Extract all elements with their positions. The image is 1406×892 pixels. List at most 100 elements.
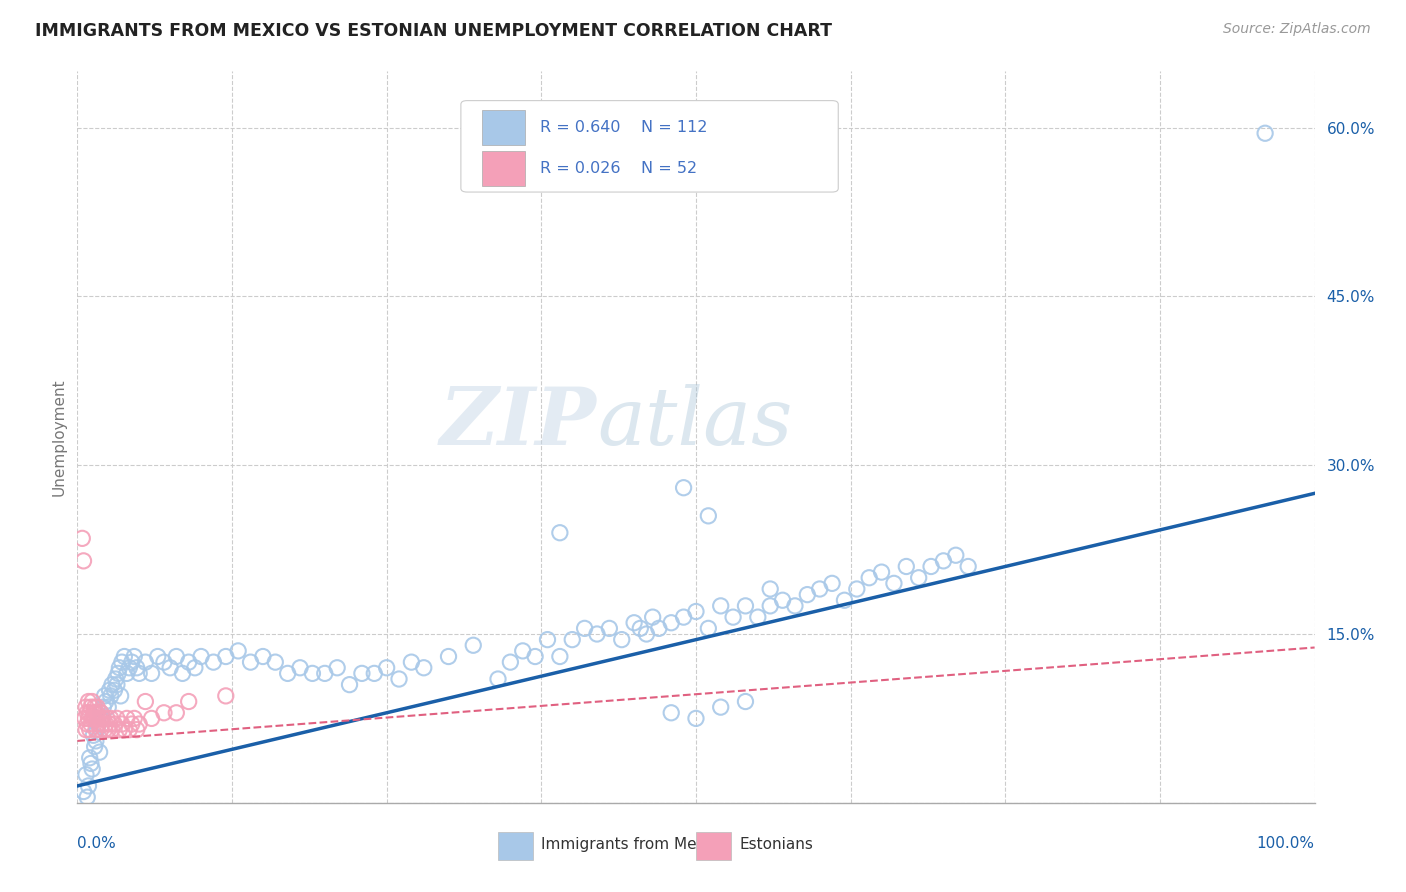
Point (172, 666, 194, 681)
Point (548, 525, 571, 540)
Point (93, 689, 115, 703)
Point (101, 723, 124, 737)
Point (98, 683, 121, 698)
Point (759, 599, 782, 613)
Point (796, 588, 818, 602)
Point (83, 700, 105, 714)
Point (165, 649, 187, 664)
Point (685, 605, 707, 619)
Point (808, 582, 831, 596)
Point (648, 621, 671, 635)
Point (87, 717, 110, 731)
Point (80, 756, 103, 771)
Point (437, 649, 460, 664)
Point (747, 610, 769, 624)
Point (697, 508, 720, 523)
Point (141, 711, 163, 725)
Point (97, 723, 120, 737)
Point (153, 706, 176, 720)
Point (524, 649, 547, 664)
Point (76, 706, 98, 720)
Point (264, 655, 287, 669)
Point (463, 638, 485, 652)
Point (128, 666, 150, 681)
Point (301, 666, 323, 681)
Point (184, 661, 207, 675)
Point (79, 706, 101, 720)
FancyBboxPatch shape (696, 832, 731, 860)
Point (239, 655, 262, 669)
Point (84, 706, 107, 720)
Point (97, 700, 120, 714)
Text: Estonians: Estonians (740, 837, 813, 852)
Point (783, 599, 806, 613)
Point (907, 571, 929, 585)
Point (146, 649, 169, 664)
Point (125, 661, 148, 675)
FancyBboxPatch shape (482, 151, 526, 186)
Point (672, 610, 695, 624)
Point (90, 706, 112, 720)
Point (84, 723, 107, 737)
Point (80, 700, 103, 714)
Point (118, 661, 141, 675)
Point (561, 632, 583, 647)
Point (363, 666, 385, 681)
Point (574, 621, 596, 635)
Point (107, 666, 129, 681)
Point (91, 700, 114, 714)
Point (734, 694, 756, 708)
Point (104, 672, 127, 686)
Point (82, 711, 104, 725)
Point (821, 576, 844, 591)
Point (115, 666, 138, 681)
Point (710, 599, 733, 613)
Point (536, 632, 558, 647)
FancyBboxPatch shape (498, 832, 533, 860)
Text: 0.0%: 0.0% (77, 836, 117, 851)
Point (710, 700, 733, 714)
Point (636, 627, 658, 641)
Point (834, 593, 856, 607)
Point (110, 689, 132, 703)
Point (79, 751, 101, 765)
Point (91, 717, 114, 731)
Point (94, 717, 117, 731)
Point (83, 711, 105, 725)
Point (623, 615, 645, 630)
Point (659, 706, 682, 720)
Point (159, 661, 181, 675)
Point (80, 717, 103, 731)
Point (111, 717, 134, 731)
Point (215, 689, 238, 703)
Text: Source: ZipAtlas.com: Source: ZipAtlas.com (1223, 22, 1371, 37)
Point (190, 649, 212, 664)
Point (94, 694, 117, 708)
Point (105, 678, 128, 692)
Point (76, 790, 98, 805)
Point (121, 655, 143, 669)
Point (277, 666, 299, 681)
Point (73, 711, 96, 725)
Point (697, 621, 720, 635)
Point (932, 554, 955, 568)
Point (84, 734, 107, 748)
Point (350, 666, 373, 681)
Point (586, 627, 609, 641)
Point (314, 666, 336, 681)
Point (401, 655, 423, 669)
Point (79, 723, 101, 737)
Point (98, 717, 121, 731)
Point (339, 678, 361, 692)
Point (115, 711, 138, 725)
Point (215, 649, 238, 664)
Point (326, 661, 349, 675)
Point (412, 661, 434, 675)
Point (89, 745, 111, 759)
Point (548, 649, 571, 664)
Point (134, 694, 156, 708)
Text: IMMIGRANTS FROM MEXICO VS ESTONIAN UNEMPLOYMENT CORRELATION CHART: IMMIGRANTS FROM MEXICO VS ESTONIAN UNEMP… (35, 22, 832, 40)
Text: Immigrants from Mexico: Immigrants from Mexico (541, 837, 728, 852)
Point (772, 593, 794, 607)
Point (920, 559, 942, 574)
